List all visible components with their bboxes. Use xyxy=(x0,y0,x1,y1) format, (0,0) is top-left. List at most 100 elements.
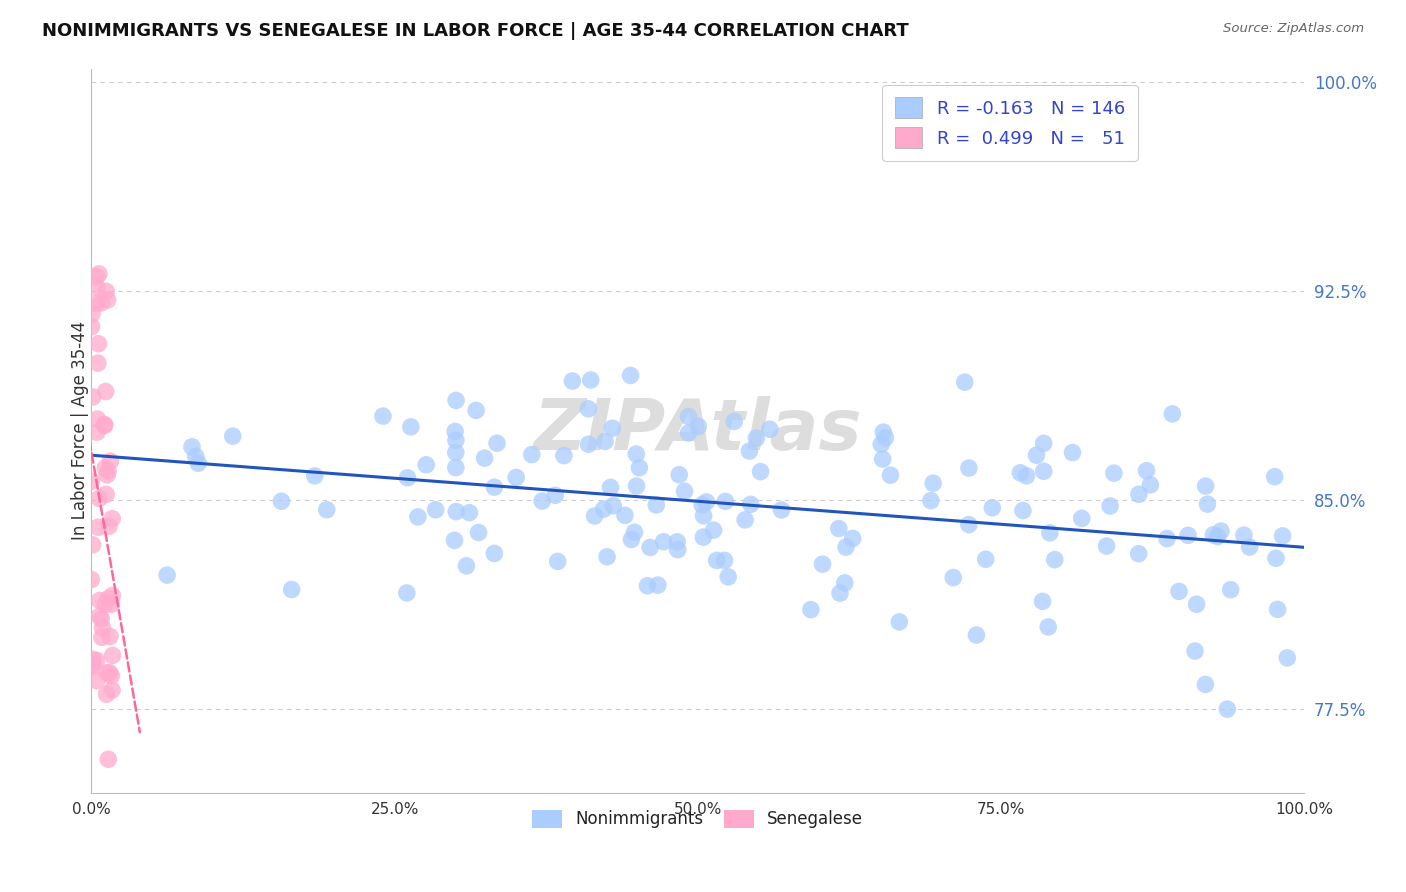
Point xyxy=(82,657,104,671)
Point xyxy=(957,461,980,475)
Point xyxy=(93,417,115,432)
Point xyxy=(652,534,675,549)
Point xyxy=(181,440,204,454)
Point xyxy=(90,296,112,310)
Point xyxy=(1161,407,1184,421)
Point xyxy=(688,419,710,434)
Point xyxy=(834,575,856,590)
Point xyxy=(444,393,467,408)
Point xyxy=(828,522,851,536)
Point xyxy=(1102,466,1125,480)
Point xyxy=(593,434,616,449)
Point xyxy=(841,532,863,546)
Point xyxy=(101,683,124,698)
Point xyxy=(623,525,645,540)
Point xyxy=(599,480,621,494)
Point xyxy=(101,511,124,525)
Point xyxy=(620,533,643,547)
Point xyxy=(1184,644,1206,658)
Point xyxy=(1135,464,1157,478)
Point xyxy=(965,628,987,642)
Point xyxy=(628,460,651,475)
Point xyxy=(187,456,209,470)
Point xyxy=(467,525,489,540)
Point xyxy=(80,307,103,321)
Point xyxy=(749,465,772,479)
Point xyxy=(1202,528,1225,542)
Point xyxy=(87,356,110,370)
Point xyxy=(1239,540,1261,554)
Point xyxy=(547,554,569,568)
Point xyxy=(811,557,834,571)
Point xyxy=(98,519,121,533)
Point xyxy=(270,494,292,508)
Point xyxy=(82,652,104,666)
Point xyxy=(280,582,302,597)
Point xyxy=(87,336,110,351)
Point xyxy=(957,517,980,532)
Point xyxy=(97,293,120,307)
Point xyxy=(1233,528,1256,542)
Point xyxy=(1277,650,1299,665)
Point xyxy=(835,540,858,554)
Point xyxy=(1216,702,1239,716)
Point xyxy=(396,471,419,485)
Point xyxy=(1025,448,1047,462)
Point xyxy=(828,586,851,600)
Point xyxy=(703,523,725,537)
Point xyxy=(100,597,122,611)
Point xyxy=(485,436,508,450)
Point xyxy=(1038,620,1060,634)
Point xyxy=(645,498,668,512)
Point xyxy=(1168,584,1191,599)
Point xyxy=(399,420,422,434)
Point xyxy=(1271,529,1294,543)
Point xyxy=(666,542,689,557)
Point xyxy=(184,450,207,464)
Point xyxy=(714,494,737,508)
Point xyxy=(94,598,117,612)
Point xyxy=(626,447,648,461)
Point xyxy=(86,425,108,440)
Point xyxy=(96,467,118,482)
Point xyxy=(981,500,1004,515)
Point xyxy=(578,437,600,451)
Point xyxy=(96,665,118,680)
Point xyxy=(97,464,120,478)
Point xyxy=(638,541,661,555)
Point xyxy=(678,425,700,440)
Point xyxy=(1194,479,1216,493)
Point xyxy=(613,508,636,523)
Point xyxy=(458,506,481,520)
Point xyxy=(872,452,894,467)
Point xyxy=(695,495,717,509)
Point xyxy=(80,475,103,489)
Point xyxy=(1206,529,1229,543)
Point xyxy=(100,454,122,468)
Point xyxy=(745,431,768,445)
Point xyxy=(678,409,700,424)
Point xyxy=(922,476,945,491)
Point xyxy=(974,552,997,566)
Point xyxy=(1032,464,1054,478)
Point xyxy=(484,546,506,560)
Point xyxy=(91,621,114,635)
Point xyxy=(1194,677,1216,691)
Point xyxy=(1015,468,1038,483)
Point xyxy=(1010,466,1032,480)
Point xyxy=(446,505,468,519)
Point xyxy=(1012,503,1035,517)
Point xyxy=(740,497,762,511)
Point xyxy=(484,480,506,494)
Point xyxy=(1139,478,1161,492)
Point xyxy=(1043,552,1066,566)
Point xyxy=(619,368,641,383)
Point xyxy=(602,421,624,435)
Point xyxy=(666,534,689,549)
Point xyxy=(98,629,121,643)
Point xyxy=(1209,524,1232,538)
Point xyxy=(1264,469,1286,483)
Point xyxy=(1128,547,1150,561)
Point xyxy=(86,269,108,284)
Point xyxy=(87,520,110,534)
